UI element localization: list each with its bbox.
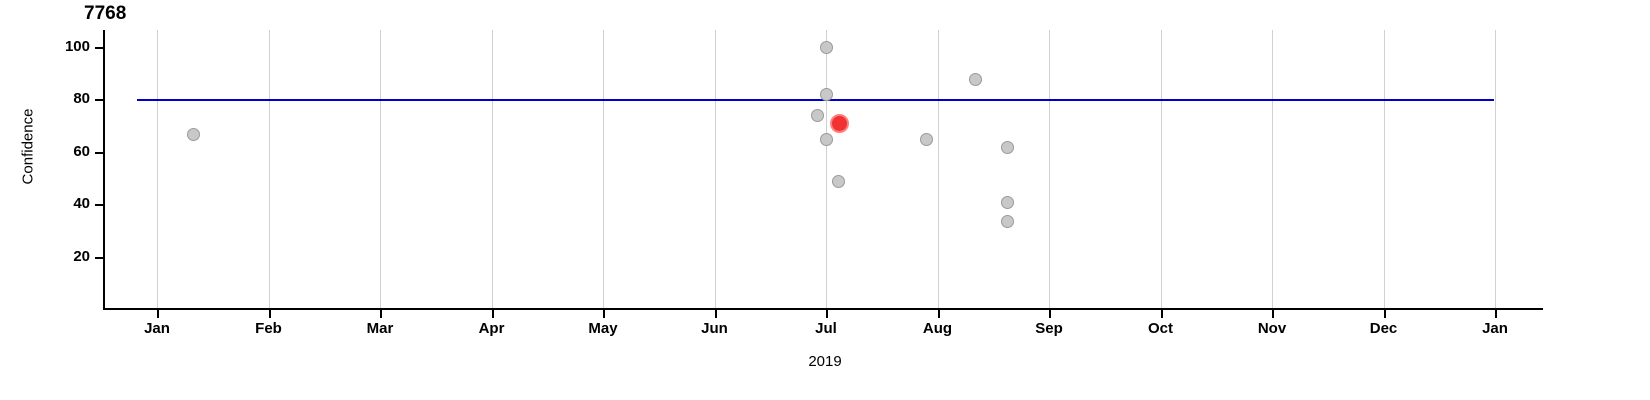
data-point[interactable]	[187, 127, 201, 141]
x-axis-tick-label: Apr	[478, 320, 505, 337]
data-point[interactable]	[968, 72, 982, 86]
x-axis-tick-label: Mar	[366, 320, 394, 337]
gridline-vertical	[937, 30, 939, 308]
x-axis-tick-label: Jun	[701, 320, 728, 337]
data-point[interactable]	[819, 133, 833, 147]
x-axis-tick	[1495, 310, 1497, 318]
x-axis-tick	[714, 310, 717, 318]
data-point-selected[interactable]	[829, 114, 849, 134]
x-axis-line	[103, 308, 1543, 310]
gridline-vertical	[157, 30, 158, 308]
y-axis-tick	[95, 257, 103, 259]
data-point[interactable]	[810, 109, 824, 123]
gridline-vertical	[268, 30, 270, 308]
y-axis-tick	[95, 151, 103, 154]
gridline-vertical	[1495, 30, 1496, 308]
y-axis-tick	[95, 99, 103, 102]
x-axis-tick	[1272, 310, 1274, 318]
x-axis-tick	[1049, 310, 1051, 318]
x-axis-tick	[1383, 310, 1386, 318]
x-axis-tick-label: Aug	[922, 320, 953, 337]
page-title: 7768	[84, 3, 127, 24]
x-axis-tick	[380, 310, 382, 318]
y-axis-tick-label: 60	[73, 142, 90, 160]
x-axis-tick-label: Dec	[1369, 320, 1398, 337]
x-axis-tick	[491, 310, 494, 318]
x-axis-tick	[937, 310, 940, 318]
x-axis-tick-label: Nov	[1257, 320, 1287, 337]
data-point[interactable]	[1001, 141, 1015, 155]
data-point[interactable]	[1001, 196, 1015, 210]
data-point[interactable]	[1001, 214, 1015, 228]
x-axis-title: 2019	[808, 353, 842, 370]
gridline-vertical	[826, 30, 827, 308]
x-axis-tick-label: May	[588, 320, 618, 337]
x-axis-tick	[268, 310, 271, 318]
data-point[interactable]	[819, 41, 833, 55]
y-axis-tick-label: 40	[73, 195, 90, 213]
reference-line-confidence-threshold	[137, 99, 1494, 102]
y-axis-tick	[95, 204, 103, 207]
y-axis-tick	[95, 46, 103, 49]
x-axis-tick	[826, 310, 828, 318]
data-point[interactable]	[831, 175, 845, 189]
x-axis-tick-label: Jan	[1482, 320, 1508, 337]
gridline-vertical	[491, 30, 493, 308]
x-axis-tick	[157, 310, 159, 318]
data-point[interactable]	[819, 88, 833, 102]
gridline-vertical	[714, 30, 716, 308]
x-axis-tick	[603, 310, 605, 318]
y-axis-tick-label: 20	[73, 248, 90, 265]
gridline-vertical	[380, 30, 381, 308]
y-axis-line	[103, 30, 105, 310]
y-axis-tick-label: 100	[64, 37, 90, 55]
data-point[interactable]	[919, 133, 933, 147]
x-axis-tick-label: Feb	[255, 320, 282, 337]
gridline-vertical	[1049, 30, 1050, 308]
x-axis-tick	[1160, 310, 1163, 318]
x-axis-tick-label: Oct	[1147, 320, 1173, 337]
gridline-vertical	[1383, 30, 1385, 308]
gridline-vertical	[1160, 30, 1162, 308]
gridline-vertical	[603, 30, 604, 308]
x-axis-tick-label: Jan	[144, 320, 170, 337]
x-axis-tick-label: Jul	[815, 320, 837, 337]
y-axis-tick-label: 80	[73, 90, 90, 108]
x-axis-tick-label: Sep	[1035, 320, 1063, 337]
gridline-vertical	[1272, 30, 1273, 308]
